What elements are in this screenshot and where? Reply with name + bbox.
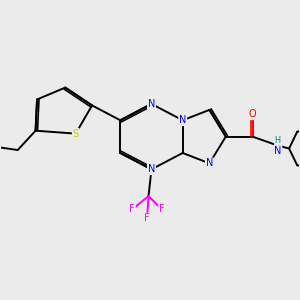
Text: O: O bbox=[249, 109, 256, 119]
Text: H: H bbox=[275, 136, 281, 145]
Text: N: N bbox=[148, 164, 155, 174]
Text: F: F bbox=[159, 204, 165, 214]
Text: N: N bbox=[148, 99, 155, 109]
Text: S: S bbox=[73, 129, 79, 139]
Text: F: F bbox=[129, 204, 135, 214]
Text: N: N bbox=[179, 115, 186, 125]
Text: N: N bbox=[206, 158, 213, 168]
Text: F: F bbox=[144, 213, 150, 224]
Text: N: N bbox=[274, 146, 281, 156]
